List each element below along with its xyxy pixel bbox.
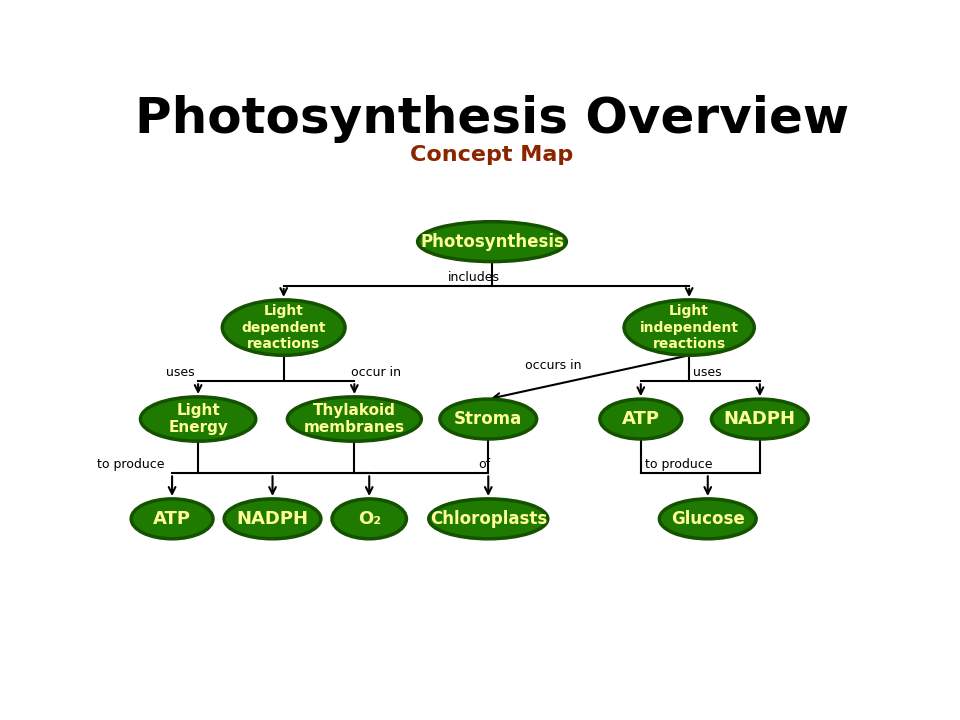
Text: Chloroplasts: Chloroplasts [430,510,547,528]
Text: NADPH: NADPH [724,410,796,428]
Text: uses: uses [693,366,722,379]
Text: NADPH: NADPH [236,510,308,528]
Ellipse shape [224,499,321,539]
Ellipse shape [287,397,421,441]
Text: to produce: to produce [644,458,712,471]
Text: Concept Map: Concept Map [410,145,574,165]
Text: includes: includes [447,271,499,284]
Text: occurs in: occurs in [525,359,581,372]
Ellipse shape [624,300,755,355]
Text: O₂: O₂ [358,510,381,528]
Text: Thylakoid
membranes: Thylakoid membranes [303,402,405,435]
Text: of: of [478,458,491,471]
Ellipse shape [600,399,682,439]
Text: Stroma: Stroma [454,410,522,428]
Text: occur in: occur in [350,366,400,379]
Ellipse shape [711,399,808,439]
Text: to produce: to produce [97,458,165,471]
Text: ATP: ATP [153,510,191,528]
Text: Light
independent
reactions: Light independent reactions [639,305,738,351]
Ellipse shape [429,499,548,539]
Text: ATP: ATP [622,410,660,428]
Text: Light
dependent
reactions: Light dependent reactions [241,305,326,351]
Ellipse shape [440,399,537,439]
Ellipse shape [418,222,566,261]
Text: Photosynthesis: Photosynthesis [420,233,564,251]
Text: Light
Energy: Light Energy [168,402,228,435]
Ellipse shape [140,397,255,441]
Text: Photosynthesis Overview: Photosynthesis Overview [135,95,849,143]
Ellipse shape [332,499,406,539]
Ellipse shape [132,499,213,539]
Ellipse shape [223,300,345,355]
Text: Glucose: Glucose [671,510,745,528]
Ellipse shape [660,499,756,539]
Text: uses: uses [166,366,194,379]
